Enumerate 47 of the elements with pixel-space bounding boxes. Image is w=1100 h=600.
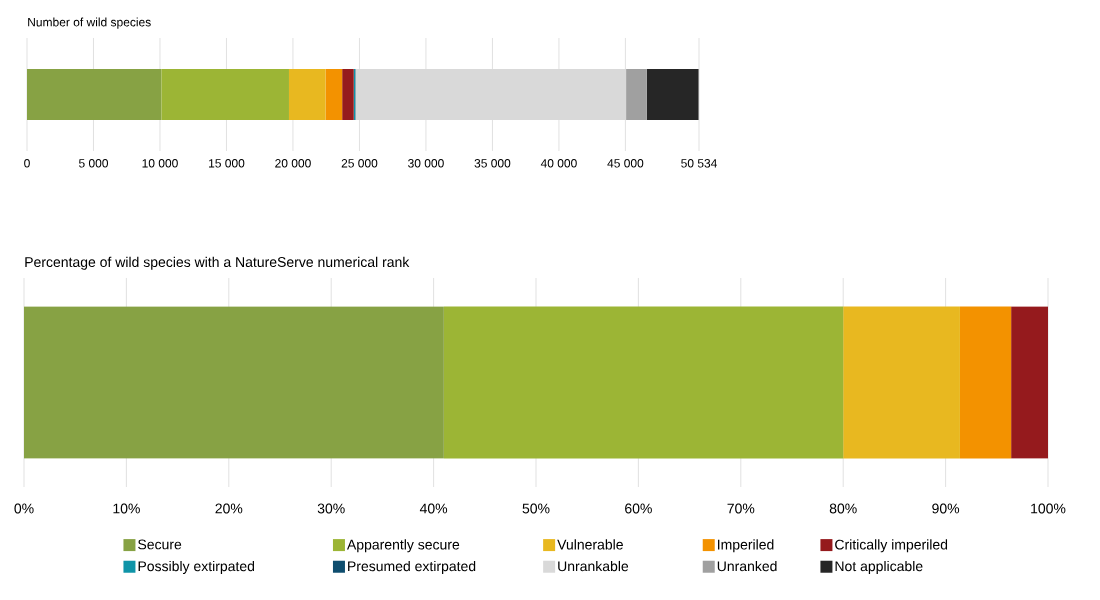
x-tick-label: 50% xyxy=(522,503,550,514)
legend-label: Secure xyxy=(138,539,182,550)
legend-label: Unrankable xyxy=(558,560,629,572)
x-tick-label: 60% xyxy=(625,503,652,514)
legend-label: Not applicable xyxy=(835,560,923,574)
x-tick-label: 100% xyxy=(1031,503,1066,514)
x-tick-label: 20 000 xyxy=(275,159,311,168)
x-tick-label: 10% xyxy=(113,503,140,514)
bar xyxy=(1011,306,1048,459)
bar xyxy=(443,306,844,459)
x-tick-label: 10 000 xyxy=(142,159,178,168)
bar xyxy=(646,69,699,120)
x-tick-label: 40 000 xyxy=(540,159,577,168)
x-tick-label: 25 000 xyxy=(341,159,378,168)
legend-label: Presumed extirpated xyxy=(348,560,476,574)
x-tick-label: 80% xyxy=(829,503,857,514)
legend-label: Unranked xyxy=(717,560,777,572)
legend-label: Vulnerable xyxy=(557,539,623,550)
chart-title: Percentage of wild species with a NatureServe numerical rank xyxy=(25,256,410,270)
bar xyxy=(959,306,1012,459)
chart-title: Number of wild species xyxy=(28,17,151,29)
legend-label: Apparently secure xyxy=(346,539,460,553)
bar xyxy=(325,69,343,120)
x-tick-label: 70% xyxy=(727,503,755,514)
x-tick-label: 0% xyxy=(14,503,34,514)
x-tick-label: 30 000 xyxy=(408,159,444,168)
x-tick-label: 15 000 xyxy=(209,159,245,168)
bar xyxy=(843,306,960,459)
bar xyxy=(161,69,289,120)
bar xyxy=(342,69,354,120)
x-tick-label: 40% xyxy=(419,503,448,514)
legend-label: Imperiled xyxy=(718,539,774,553)
x-tick-label: 90% xyxy=(932,503,960,514)
x-tick-label: 45 000 xyxy=(607,159,644,168)
bar xyxy=(355,69,627,120)
x-tick-label: 5 000 xyxy=(78,159,109,168)
legend-label: Critically imperiled xyxy=(835,539,948,553)
x-tick-label: 20% xyxy=(215,503,243,514)
legend-label: Possibly extirpated xyxy=(138,560,255,574)
bar xyxy=(626,69,647,120)
x-tick-label: 35 000 xyxy=(474,159,511,168)
x-tick-label: 50 534 xyxy=(681,159,717,168)
bar xyxy=(288,69,326,120)
bar xyxy=(27,69,162,120)
x-tick-label: 30% xyxy=(317,503,345,514)
bar xyxy=(24,306,444,459)
x-tick-label: 0 xyxy=(24,159,30,168)
